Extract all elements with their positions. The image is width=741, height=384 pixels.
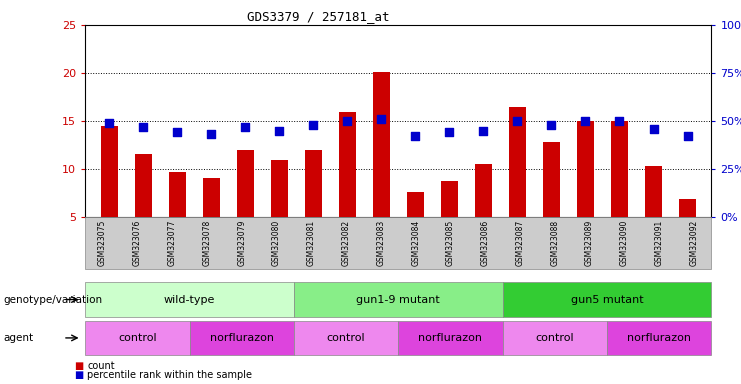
Point [648,126,659,132]
Text: GSM323080: GSM323080 [272,220,281,266]
Text: GSM323087: GSM323087 [516,220,525,266]
Point [239,124,251,130]
Text: GDS3379 / 257181_at: GDS3379 / 257181_at [247,10,390,23]
Text: GSM323085: GSM323085 [446,220,455,266]
Bar [611,121,628,217]
Text: norflurazon: norflurazon [419,333,482,343]
Bar [475,164,492,217]
Text: GSM323090: GSM323090 [620,220,629,266]
Bar [577,121,594,217]
Point [545,122,557,128]
Text: GSM323082: GSM323082 [342,220,350,266]
Bar [645,166,662,217]
Point [137,124,149,130]
Text: GSM323089: GSM323089 [585,220,594,266]
Text: control: control [536,333,574,343]
Point [103,120,115,126]
Point [682,133,694,139]
Point [443,129,455,136]
Text: ■: ■ [74,370,83,380]
Point [273,127,285,134]
Text: GSM323088: GSM323088 [551,220,559,266]
Text: count: count [87,361,115,371]
Text: GSM323079: GSM323079 [237,220,246,266]
Bar [135,154,152,217]
Text: GSM323078: GSM323078 [202,220,211,266]
Point [342,118,353,124]
Text: GSM323075: GSM323075 [98,220,107,266]
Bar [679,199,696,217]
Point [614,118,625,124]
Bar [509,107,526,217]
Text: GSM323084: GSM323084 [411,220,420,266]
Text: norflurazon: norflurazon [627,333,691,343]
Point [171,129,183,136]
Bar [236,150,253,217]
Text: GSM323081: GSM323081 [307,220,316,266]
Bar [373,72,390,217]
Text: GSM323091: GSM323091 [655,220,664,266]
Bar [305,150,322,217]
Point [477,127,489,134]
Point [308,122,319,128]
Bar [543,142,560,217]
Point [376,116,388,122]
Point [511,118,523,124]
Text: GSM323086: GSM323086 [481,220,490,266]
Text: genotype/variation: genotype/variation [4,295,103,305]
Text: GSM323083: GSM323083 [376,220,385,266]
Text: gun1-9 mutant: gun1-9 mutant [356,295,440,305]
Text: GSM323077: GSM323077 [167,220,176,266]
Text: agent: agent [4,333,34,343]
Bar [101,126,118,217]
Text: ■: ■ [74,361,83,371]
Text: wild-type: wild-type [164,295,215,305]
Text: control: control [118,333,156,343]
Point [579,118,591,124]
Bar [169,172,185,217]
Bar [441,182,458,217]
Point [205,131,217,137]
Bar [339,113,356,217]
Text: gun5 mutant: gun5 mutant [571,295,643,305]
Bar [407,192,424,217]
Point [409,133,421,139]
Text: percentile rank within the sample: percentile rank within the sample [87,370,253,380]
Text: GSM323076: GSM323076 [133,220,142,266]
Text: norflurazon: norflurazon [210,333,273,343]
Bar [270,161,288,217]
Text: control: control [327,333,365,343]
Bar [202,178,219,217]
Text: GSM323092: GSM323092 [689,220,699,266]
